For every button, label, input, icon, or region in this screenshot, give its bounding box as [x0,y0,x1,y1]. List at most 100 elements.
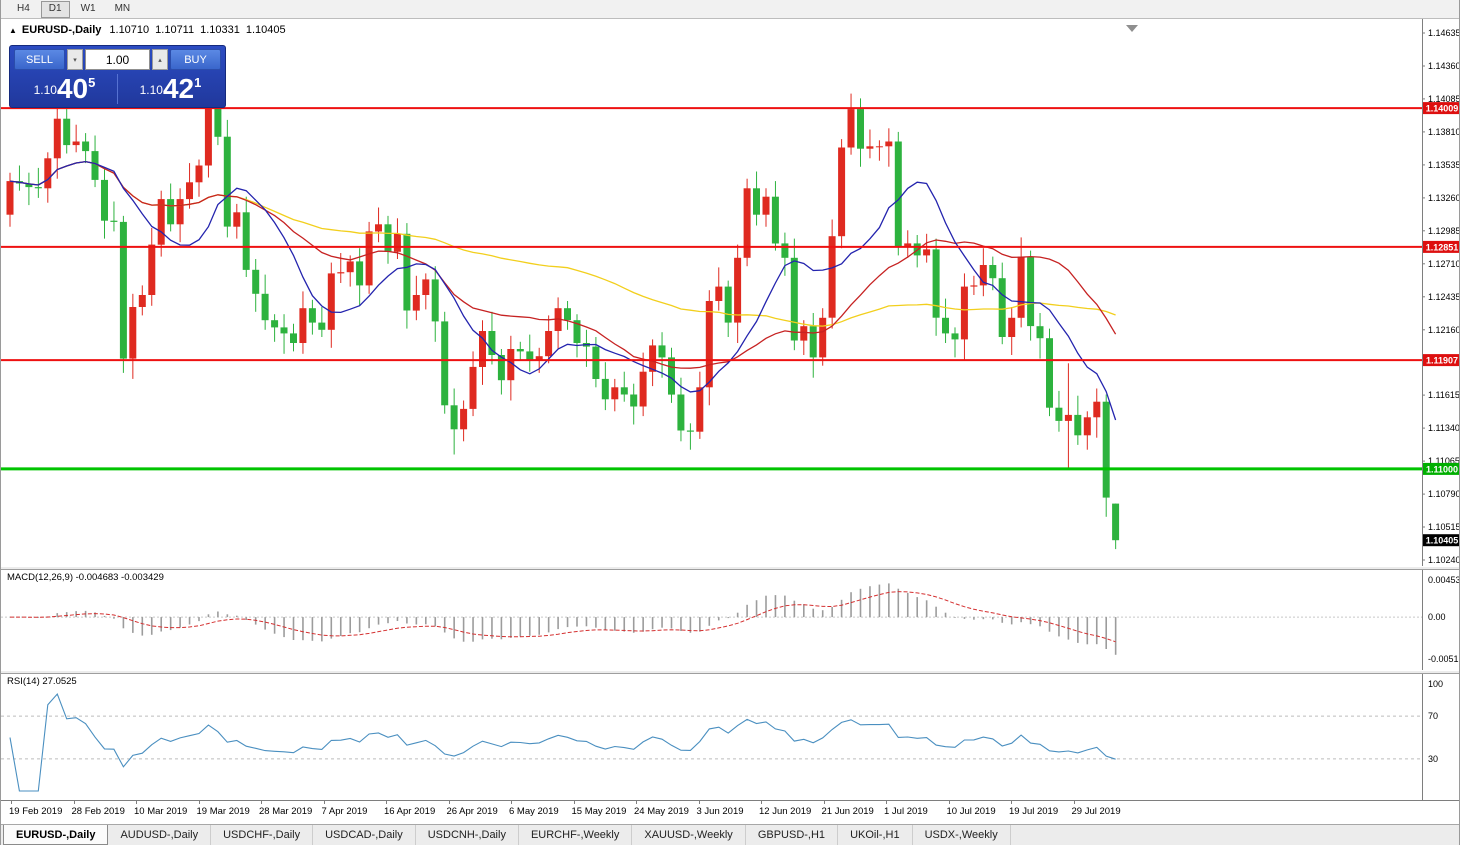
time-axis-tick [136,801,137,804]
volume-up-button[interactable]: ▴ [152,49,168,70]
chart-shift-marker-icon[interactable] [1126,25,1138,32]
macd-signal-line [10,591,1116,643]
time-axis-tick [761,801,762,804]
date-axis-label: 3 Jun 2019 [696,806,744,817]
time-axis-tick [386,801,387,804]
timeframe-button-h4[interactable]: H4 [9,1,38,18]
date-axis-label: 19 Jul 2019 [1009,806,1059,817]
svg-text:1.13260: 1.13260 [1428,193,1460,203]
svg-text:1.11000: 1.11000 [1426,464,1458,474]
date-axis-label: 12 Jun 2019 [759,806,812,817]
time-axis-tick [823,801,825,804]
time-axis-tick [11,801,12,804]
time-axis-tick [261,801,262,804]
macd-axis-labels: 0.004532 0.00 -0.005122 [1428,575,1460,664]
date-axis-label: 24 May 2019 [634,806,689,817]
svg-text:1.11907: 1.11907 [1426,356,1458,366]
date-axis-label: 10 Jul 2019 [946,806,996,817]
chart-tab-audusd-daily[interactable]: AUDUSD-,Daily [108,825,212,845]
volume-input[interactable] [85,49,150,70]
time-axis-tick [511,801,512,804]
sell-price-display[interactable]: 1.10 40 5 [14,72,115,106]
sell-price-sup: 5 [88,75,96,90]
svg-text:1.12851: 1.12851 [1426,242,1459,252]
time-axis-tick [886,801,887,804]
time-axis-tick [573,801,575,804]
chart-tab-eurusd-daily[interactable]: EURUSD-,Daily [3,825,109,845]
buy-button[interactable]: BUY [170,49,221,70]
svg-text:1.10515: 1.10515 [1428,522,1460,532]
macd-panel: 0.004532 0.00 -0.005122 MACD(12,26,9) -0.0… [1,570,1459,670]
svg-text:1.12435: 1.12435 [1428,292,1460,302]
price-line-badge: 1.11000 [1423,462,1459,475]
buy-price-big: 42 [162,73,195,104]
rsi-line [9,692,1116,792]
chart-tab-gbpusd-h1[interactable]: GBPUSD-,H1 [746,825,839,845]
chart-tab-usdchf-daily[interactable]: USDCHF-,Daily [211,825,314,845]
svg-text:100: 100 [1428,679,1443,689]
volume-down-button[interactable]: ▾ [67,49,83,70]
main-chart-panel: 1.14635 1.14360 1.14085 1.13810 1.13535 1.132… [1,19,1459,566]
date-axis-label: 7 Apr 2019 [321,806,368,817]
chart-symbol-label: ▲ EURUSD-,Daily 1.10710 1.10711 1.10331 … [9,24,292,36]
collapse-triangle-icon[interactable]: ▲ [9,25,17,35]
svg-text:0.004532: 0.004532 [1428,575,1460,585]
price-line-badge: 1.12851 [1423,240,1459,253]
date-axis-label: 19 Feb 2019 [9,806,63,817]
chart-tab-ukoil-h1[interactable]: UKOil-,H1 [838,825,913,845]
ohlc-low: 1.10331 [200,24,240,36]
svg-text:1.14009: 1.14009 [1426,104,1459,114]
buy-price-display[interactable]: 1.10 42 1 [120,72,221,106]
chart-tab-usdx-weekly[interactable]: USDX-,Weekly [913,825,1011,845]
svg-text:1.12160: 1.12160 [1428,325,1460,335]
time-axis-tick [1011,801,1012,804]
candlesticks [6,51,1120,550]
macd-canvas[interactable]: 0.004532 0.00 -0.005122 [1,570,1460,670]
chart-tab-usdcad-daily[interactable]: USDCAD-,Daily [313,825,416,845]
timeframe-button-w1[interactable]: W1 [73,1,104,18]
timeframe-button-mn[interactable]: MN [107,1,139,18]
date-axis-label: 10 Mar 2019 [134,806,188,817]
chart-tab-xauusd-weekly[interactable]: XAUUSD-,Weekly [632,825,746,845]
panel-splitter[interactable] [1,670,1459,674]
macd-title: MACD(12,26,9) -0.004683 -0.003429 [7,572,164,583]
time-axis-tick [198,801,200,804]
price-line-badge: 1.11907 [1423,354,1459,367]
svg-text:70: 70 [1428,711,1438,721]
panel-splitter[interactable] [1,566,1459,570]
sell-button[interactable]: SELL [14,49,65,70]
price-chart-canvas[interactable]: 1.14635 1.14360 1.14085 1.13810 1.13535 1.132… [1,19,1460,566]
svg-text:30: 30 [1428,754,1438,764]
svg-text:1.13535: 1.13535 [1428,160,1460,170]
date-axis-label: 15 May 2019 [571,806,627,817]
date-axis-label: 29 Jul 2019 [1071,806,1121,817]
price-axis-ticks: 1.14635 1.14360 1.14085 1.13810 1.13535 1.132… [1422,28,1460,565]
time-axis-tick [636,801,637,804]
sell-price-big: 40 [56,73,89,104]
svg-text:1.12985: 1.12985 [1428,226,1460,236]
svg-text:0.00: 0.00 [1428,612,1446,622]
date-axis-label: 1 Jul 2019 [884,806,928,817]
buy-price-prefix: 1.10 [139,83,163,97]
svg-text:1.11615: 1.11615 [1428,390,1460,400]
chart-tab-usdcnh-daily[interactable]: USDCNH-,Daily [416,825,519,845]
timeframe-button-d1[interactable]: D1 [40,0,70,18]
date-axis-label: 28 Mar 2019 [259,806,313,817]
date-axis-label: 16 Apr 2019 [384,806,436,817]
price-divider [117,74,118,104]
svg-text:1.13810: 1.13810 [1428,127,1460,137]
rsi-title: RSI(14) 27.0525 [7,676,77,687]
rsi-canvas[interactable]: 100 70 30 [1,674,1460,800]
symbol-name: EURUSD-,Daily [21,24,102,36]
chart-tab-eurchf-weekly[interactable]: EURCHF-,Weekly [519,825,633,845]
date-axis-label: 28 Feb 2019 [71,806,125,817]
time-axis-tick [448,801,450,804]
time-axis[interactable]: 19 Feb 2019 28 Feb 2019 10 Mar 2019 19 Mar … [1,800,1459,824]
svg-text:1.11065: 1.11065 [1428,456,1460,466]
time-axis-tick [323,801,325,804]
svg-text:1.14635: 1.14635 [1428,28,1460,38]
ma-line-60 [9,160,1116,327]
svg-text:1.10240: 1.10240 [1428,555,1460,565]
